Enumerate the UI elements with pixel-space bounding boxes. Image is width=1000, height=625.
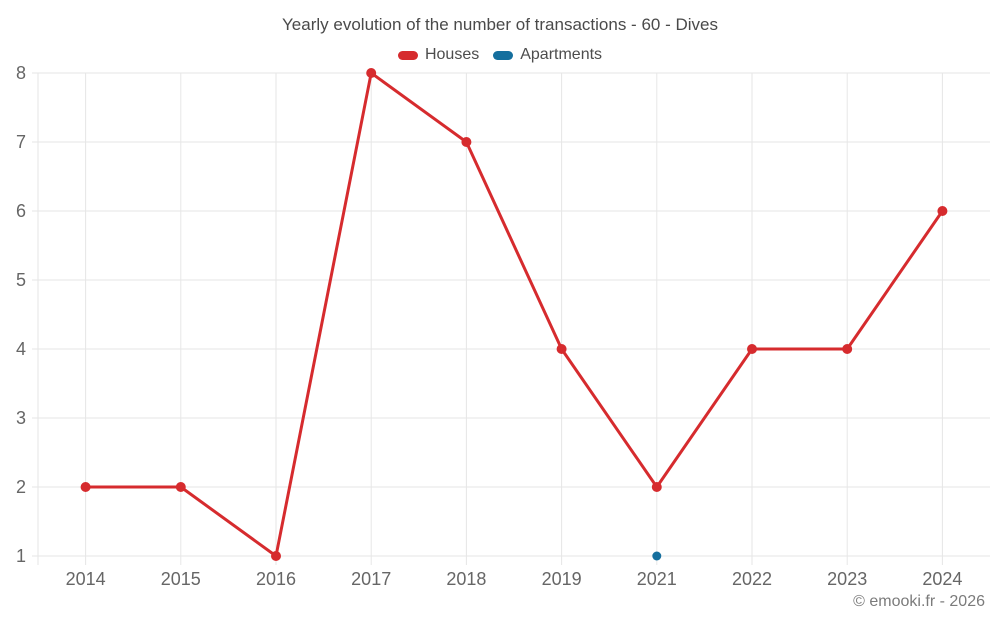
watermark: © emooki.fr - 2026	[853, 593, 985, 610]
houses-point[interactable]	[651, 482, 662, 492]
legend: Houses Apartments	[0, 46, 1000, 64]
legend-label-houses: Houses	[424, 46, 480, 63]
x-axis-label: 2017	[351, 569, 391, 589]
houses-line	[84, 71, 944, 558]
houses-series-swatch-icon	[397, 50, 418, 60]
legend-item-apartments[interactable]: Apartments	[493, 46, 602, 64]
y-axis-label: 1	[16, 546, 26, 566]
y-axis-label: 2	[16, 477, 26, 497]
legend-label-apartments: Apartments	[520, 46, 603, 63]
apartments-point[interactable]	[652, 551, 662, 561]
houses-point[interactable]	[747, 344, 757, 354]
apartments-series-swatch-icon	[493, 50, 514, 60]
chart-title: Yearly evolution of the number of transa…	[282, 15, 718, 34]
houses-point[interactable]	[461, 137, 472, 147]
y-axis-label: 3	[16, 408, 26, 428]
x-axis-label: 2022	[732, 569, 772, 589]
x-axis-label: 2014	[66, 569, 106, 589]
legend-item-houses[interactable]: Houses	[397, 46, 480, 64]
y-axis-label: 4	[16, 339, 26, 359]
x-axis-label: 2018	[446, 569, 486, 589]
y-axis-label: 6	[16, 201, 26, 221]
houses-point[interactable]	[937, 206, 948, 216]
houses-point[interactable]	[556, 344, 567, 354]
x-axis-label: 2015	[161, 569, 201, 589]
houses-point[interactable]	[175, 482, 186, 492]
houses-point[interactable]	[366, 68, 377, 78]
x-axis-label: 2023	[827, 569, 867, 589]
y-axis-label: 7	[16, 132, 26, 152]
x-axis-label: 2019	[542, 569, 582, 589]
x-axis-label: 2021	[637, 569, 677, 589]
houses-point[interactable]	[271, 551, 281, 561]
x-axis-label: 2016	[256, 569, 296, 589]
y-axis-label: 8	[16, 63, 26, 83]
y-axis-label: 5	[16, 270, 26, 290]
houses-point[interactable]	[842, 344, 853, 354]
houses-point[interactable]	[80, 482, 91, 492]
x-axis-label: 2024	[922, 569, 962, 589]
